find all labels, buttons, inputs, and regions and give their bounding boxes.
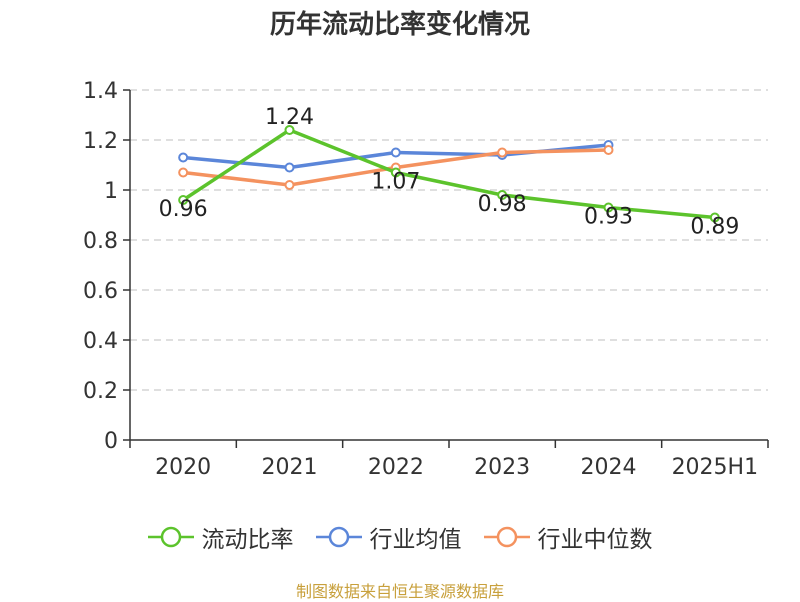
data-point [178,167,189,178]
data-label: 0.96 [159,197,208,222]
y-tick-label: 0.6 [83,279,118,304]
data-point [603,145,614,155]
y-tick-label: 0.4 [83,329,118,354]
legend-marker [483,526,530,548]
data-label: 0.98 [478,192,527,217]
legend-label: 行业中位数 [537,527,653,553]
data-point [284,180,295,190]
legend-item[interactable]: 流动比率 [147,520,294,554]
y-tick-label: 1 [104,179,118,204]
data-label: 1.24 [265,105,314,130]
legend-marker [147,526,194,548]
x-tick-label: 2025H1 [672,455,759,480]
source-note: 制图数据来自恒生聚源数据库 [295,582,504,601]
x-tick-label: 2023 [474,455,530,480]
data-point [709,212,720,223]
data-point [390,167,401,178]
legend-marker [315,526,362,548]
data-point [390,147,401,158]
legend-label: 流动比率 [201,527,294,553]
x-tick-label: 2021 [262,455,318,480]
x-tick-label: 2020 [155,455,211,480]
y-tick-label: 0 [104,429,118,454]
y-tick-label: 0.8 [83,229,118,254]
data-point [497,147,508,158]
chart-title: 历年流动比率变化情况 [269,10,530,40]
legend-item[interactable]: 行业均值 [315,520,462,554]
y-tick-label: 0.2 [83,379,118,404]
y-tick-label: 1.4 [83,79,118,104]
x-tick-label: 2024 [581,455,637,480]
data-point [497,190,508,200]
data-label: 1.07 [371,170,420,195]
legend-item[interactable]: 行业中位数 [483,520,653,554]
data-point [178,152,189,163]
legend-label: 行业均值 [369,527,462,553]
data-point [178,195,189,205]
legend: 流动比率 行业均值 行业中位数 [0,520,800,554]
data-point [284,162,295,173]
data-label: 0.89 [690,215,739,240]
y-tick-label: 1.2 [83,129,118,154]
data-point [284,125,295,135]
x-tick-label: 2022 [368,455,424,480]
data-point [603,202,614,213]
series-line [182,128,715,220]
data-label: 0.93 [584,205,633,230]
